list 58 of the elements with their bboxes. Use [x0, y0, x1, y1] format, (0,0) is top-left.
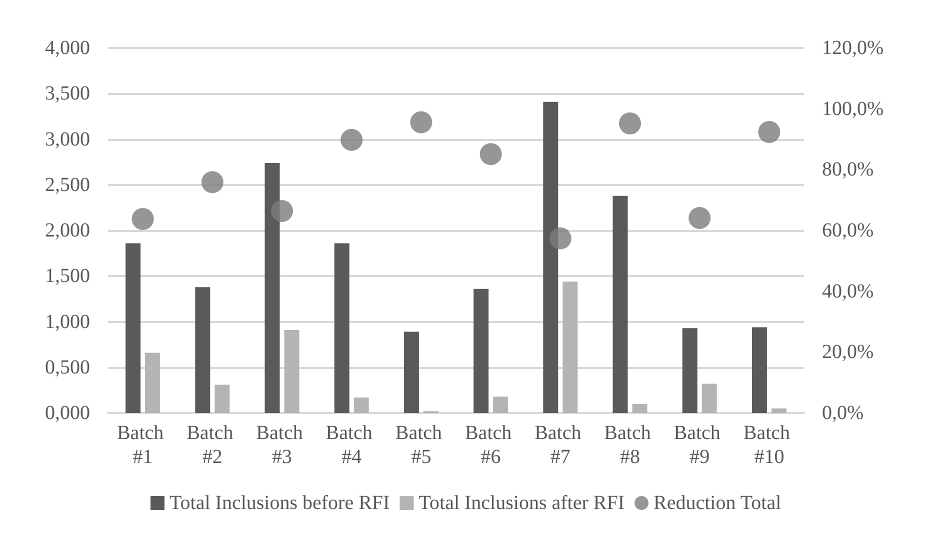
- bar: [682, 328, 698, 413]
- bar: [145, 352, 160, 413]
- bar: [264, 162, 280, 413]
- bar: [195, 287, 210, 413]
- y2-tick-label: 0,0%: [822, 402, 864, 424]
- y-tick-label: 0,000: [45, 402, 90, 424]
- bar: [474, 288, 489, 413]
- bar: [126, 243, 141, 413]
- point: [549, 227, 572, 250]
- x-tick-label: Batch #8: [604, 422, 656, 468]
- y-tick-label: 1,000: [45, 310, 90, 333]
- point: [758, 120, 780, 143]
- y-tick-label: 1,500: [45, 265, 90, 288]
- x-tick-label: Batch #10: [743, 422, 796, 468]
- point: [271, 200, 293, 222]
- x-tick-label: Batch #7: [534, 422, 586, 468]
- y-tick-label: 2,000: [45, 220, 90, 242]
- point: [619, 112, 641, 134]
- y2-tick-label: 120,0%: [822, 37, 884, 59]
- bar: [404, 332, 419, 413]
- y-tick-label: 0,500: [45, 356, 90, 378]
- x-tick-label: Batch #2: [186, 422, 238, 468]
- y2-tick-label: 20,0%: [822, 341, 874, 364]
- y-tick-label: 4,000: [45, 37, 90, 59]
- x-tick-label: Batch #9: [674, 422, 726, 468]
- x-tick-label: Batch #1: [116, 422, 169, 468]
- bar: [493, 396, 508, 413]
- bar: [632, 404, 648, 413]
- point: [340, 128, 363, 151]
- y-tick-label: 2,500: [45, 174, 90, 196]
- legend-label: Total Inclusions after RFI: [418, 492, 624, 514]
- x-tick-label: Batch #4: [326, 422, 378, 468]
- legend-label: Reduction Total: [653, 492, 782, 514]
- bar: [284, 330, 300, 413]
- y2-tick-label: 100,0%: [822, 98, 884, 120]
- y-tick-label: 3,500: [45, 82, 90, 105]
- legend-label: Total Inclusions before RFI: [169, 492, 390, 514]
- point: [480, 143, 502, 166]
- bar: [214, 384, 230, 413]
- point: [201, 171, 224, 194]
- bar: [562, 282, 578, 413]
- point: [688, 207, 711, 230]
- x-tick-label: Batch #5: [395, 422, 448, 468]
- bar: [612, 196, 628, 413]
- bar: [752, 327, 767, 413]
- x-tick-label: Batch #3: [256, 422, 308, 468]
- bar: [543, 102, 558, 413]
- bar: [334, 243, 350, 413]
- y2-tick-label: 60,0%: [822, 220, 874, 242]
- point: [132, 208, 154, 230]
- point: [410, 111, 432, 134]
- y2-tick-label: 40,0%: [822, 280, 874, 302]
- bar: [702, 384, 717, 413]
- y2-tick-label: 80,0%: [822, 158, 874, 181]
- x-tick-label: Batch #6: [464, 422, 517, 468]
- y-tick-label: 3,000: [45, 128, 90, 150]
- bar: [771, 408, 786, 413]
- bar: [354, 397, 369, 413]
